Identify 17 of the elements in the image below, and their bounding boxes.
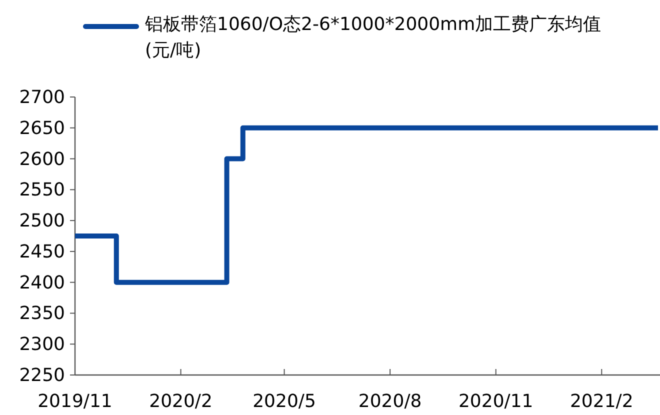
x-tick-label: 2020/11 <box>458 391 534 412</box>
x-tick-label: 2020/2 <box>149 391 212 412</box>
x-tick-label: 2020/5 <box>252 391 316 412</box>
y-tick-label: 2450 <box>19 241 65 262</box>
y-tick-label: 2500 <box>19 210 65 232</box>
y-tick-label: 2350 <box>19 303 65 324</box>
y-tick-label: 2550 <box>19 180 65 201</box>
y-tick-label: 2300 <box>19 334 65 356</box>
y-tick-label: 2400 <box>19 272 65 294</box>
y-tick-label: 2600 <box>19 148 65 170</box>
x-tick-label: 2019/11 <box>38 391 112 412</box>
x-tick-label: 2021/2 <box>570 391 634 412</box>
y-tick-label: 2250 <box>19 365 65 386</box>
legend-label: 铝板带箔1060/O态2-6*1000*2000mm加工费广东均值(元/吨) <box>145 13 602 63</box>
y-tick-label: 2650 <box>19 118 65 139</box>
y-tick-label: 2700 <box>19 87 65 108</box>
x-tick-label: 2020/8 <box>358 391 422 412</box>
